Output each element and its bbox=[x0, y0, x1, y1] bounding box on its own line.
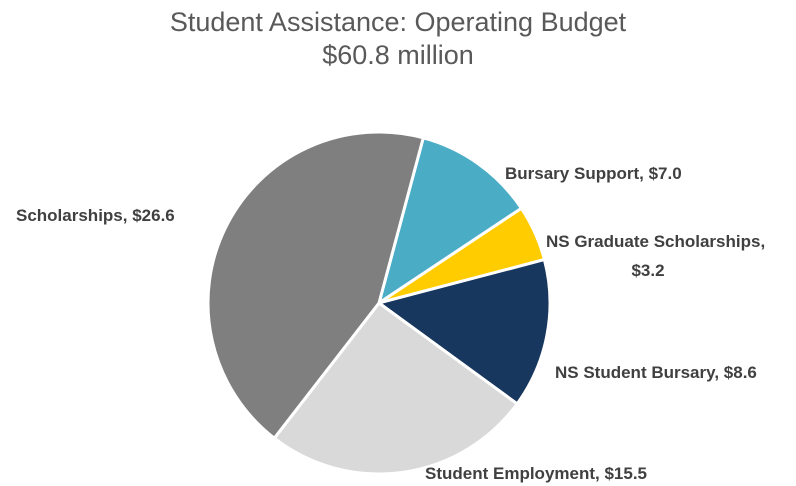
slice-bursary-support bbox=[377, 136, 523, 305]
label-ns-student-bursary: NS Student Bursary, $8.6 bbox=[555, 363, 757, 382]
label-bursary-support: Bursary Support, $7.0 bbox=[505, 164, 682, 183]
label-ns-graduate-scholarships-value: $3.2 bbox=[631, 261, 664, 280]
label-scholarships: Scholarships, $26.6 bbox=[16, 206, 175, 225]
pie-slices bbox=[206, 130, 552, 476]
slice-student-employment bbox=[272, 301, 519, 476]
pie-labels: Bursary Support, $7.0 NS Graduate Schola… bbox=[16, 164, 765, 483]
label-student-employment: Student Employment, $15.5 bbox=[425, 464, 647, 483]
slice-scholarships bbox=[206, 130, 425, 440]
chart-subtitle: $60.8 million bbox=[322, 40, 474, 70]
chart-title: Student Assistance: Operating Budget bbox=[169, 7, 627, 37]
label-ns-graduate-scholarships: NS Graduate Scholarships, bbox=[546, 232, 765, 251]
slice-ns-student-bursary bbox=[377, 258, 552, 406]
